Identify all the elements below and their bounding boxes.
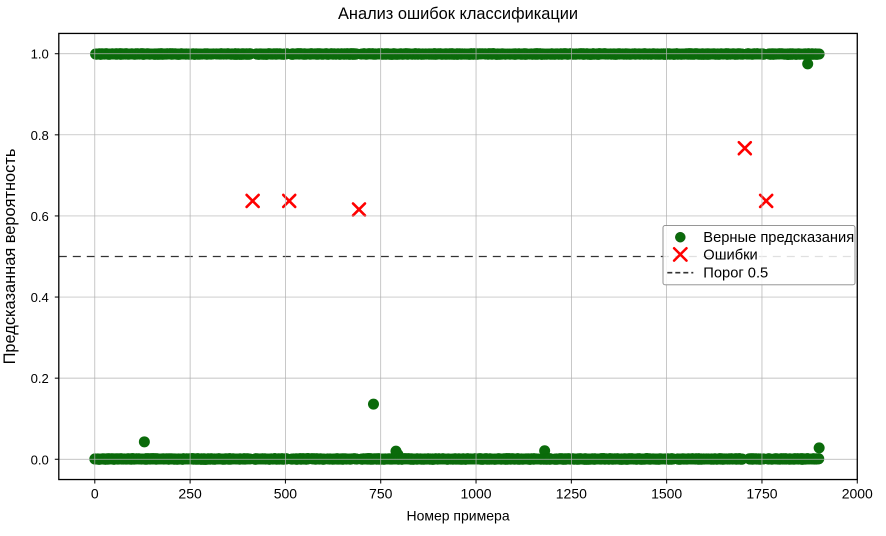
svg-text:250: 250 bbox=[178, 486, 202, 502]
svg-text:Порог 0.5: Порог 0.5 bbox=[703, 266, 768, 282]
svg-text:1000: 1000 bbox=[460, 486, 491, 502]
svg-text:Номер примера: Номер примера bbox=[406, 508, 509, 524]
svg-text:1500: 1500 bbox=[651, 486, 682, 502]
svg-text:0.8: 0.8 bbox=[31, 128, 49, 143]
svg-text:750: 750 bbox=[369, 486, 393, 502]
svg-text:Верные предсказания: Верные предсказания bbox=[703, 230, 854, 246]
svg-text:Ошибки: Ошибки bbox=[703, 247, 757, 263]
svg-text:2000: 2000 bbox=[842, 486, 873, 502]
svg-text:0.4: 0.4 bbox=[31, 290, 49, 305]
svg-text:1750: 1750 bbox=[746, 486, 777, 502]
svg-text:0.6: 0.6 bbox=[31, 209, 49, 224]
svg-text:0.2: 0.2 bbox=[31, 371, 49, 386]
svg-text:500: 500 bbox=[274, 486, 298, 502]
svg-text:Анализ ошибок классификации: Анализ ошибок классификации bbox=[338, 5, 578, 23]
svg-text:Предсказанная вероятность: Предсказанная вероятность bbox=[1, 149, 19, 365]
svg-text:1250: 1250 bbox=[556, 486, 587, 502]
svg-text:0: 0 bbox=[91, 486, 99, 502]
svg-text:1.0: 1.0 bbox=[31, 47, 49, 62]
svg-text:0.0: 0.0 bbox=[31, 452, 49, 467]
